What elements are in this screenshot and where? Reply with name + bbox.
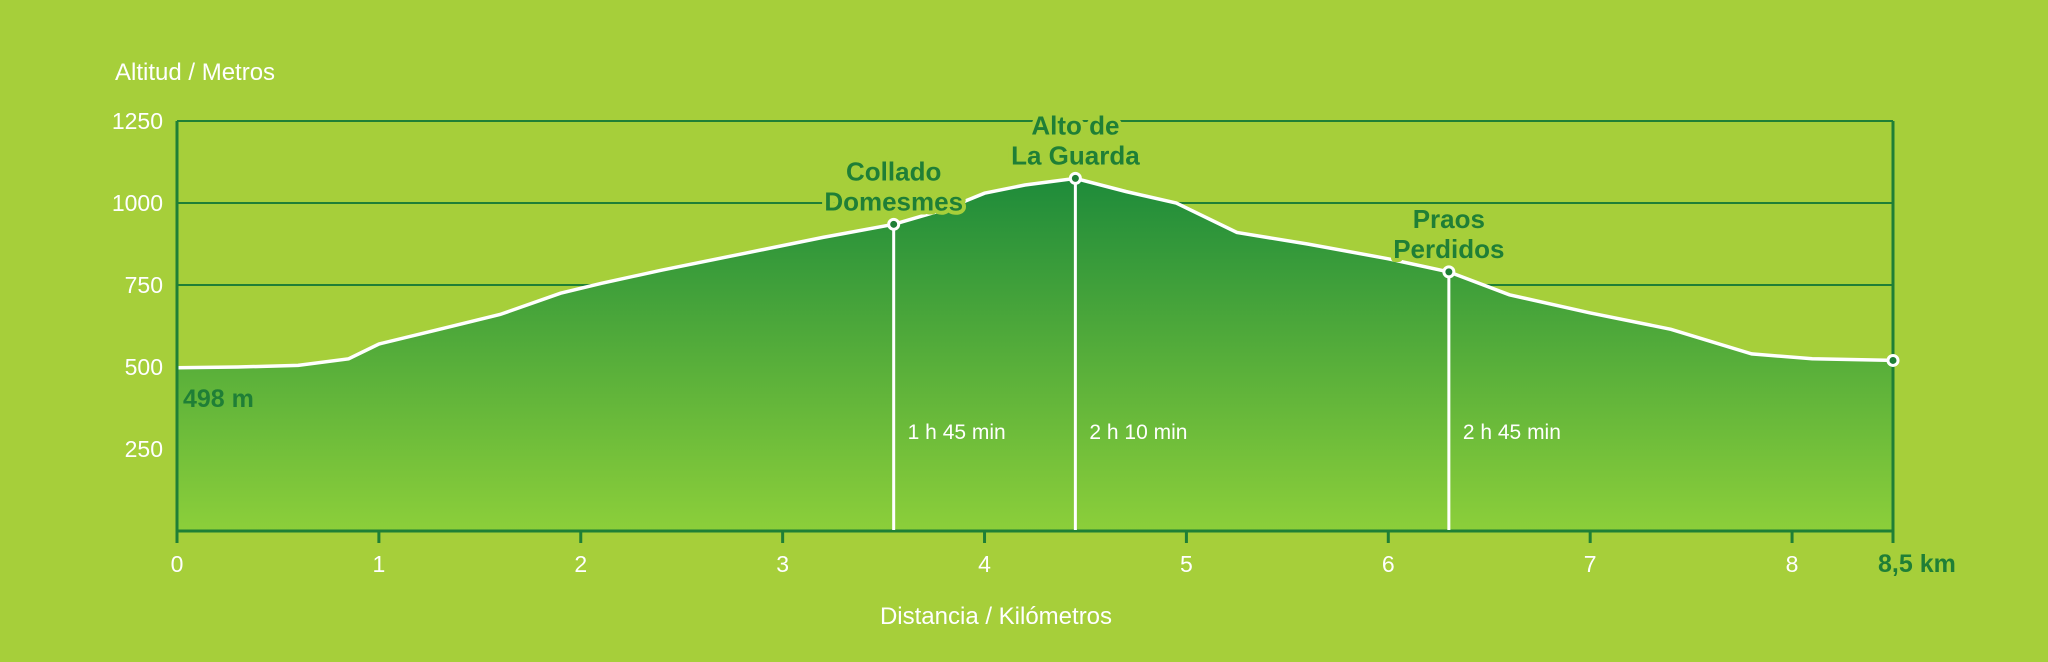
waypoint-time-label: 2 h 10 min: [1089, 421, 1187, 444]
waypoint-marker: [1068, 171, 1082, 185]
x-tick-label: 8,5 km: [1878, 550, 1956, 578]
x-tick-label: 7: [1584, 551, 1597, 577]
y-axis-title: Altitud / Metros: [115, 59, 275, 86]
waypoint-name-line: Perdidos: [1393, 234, 1504, 264]
waypoint-name-line: Domesmes: [824, 186, 963, 216]
elevation-line: [176, 176, 1894, 370]
x-tick-label: 2: [574, 551, 587, 577]
x-tick-label: 0: [171, 551, 184, 577]
y-tick-label: 1000: [112, 190, 163, 216]
x-tick-label: 1: [372, 551, 385, 577]
y-tick-label: 250: [125, 436, 163, 462]
x-tick-label: 3: [776, 551, 789, 577]
start-altitude-label: 498 m: [183, 385, 254, 413]
end-point-marker: [1886, 353, 1900, 367]
x-tick-label: 4: [978, 551, 991, 577]
y-tick-label: 750: [125, 272, 163, 298]
x-tick-label: 6: [1382, 551, 1395, 577]
waypoint-name-line: La Guarda: [1011, 140, 1140, 170]
elevation-area: [177, 178, 1893, 531]
waypoint-name-line: Collado: [846, 156, 941, 186]
x-tick-label: 5: [1180, 551, 1193, 577]
y-tick-label: 500: [125, 354, 163, 380]
waypoint-time-label: 2 h 45 min: [1463, 421, 1561, 444]
y-tick-label: 1250: [112, 108, 163, 134]
waypoint-name-line: Praos: [1413, 204, 1485, 234]
waypoint-marker: [1442, 265, 1456, 279]
waypoint-marker: [887, 217, 901, 231]
axes: 0 1 2 3 4 5 6 7 8 8,5 km: [171, 121, 1956, 578]
waypoint-name-line: Alto de: [1031, 110, 1119, 140]
x-tick-label: 8: [1786, 551, 1799, 577]
x-axis-title: Distancia / Kilómetros: [880, 603, 1112, 630]
waypoint-time-label: 1 h 45 min: [908, 421, 1006, 444]
